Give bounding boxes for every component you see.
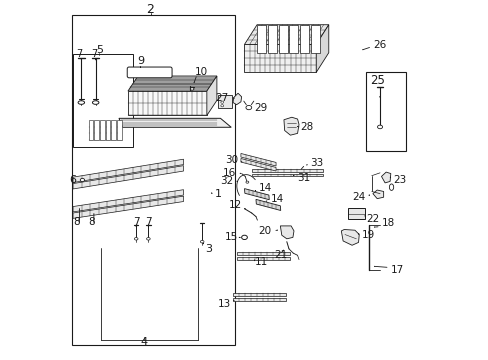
Polygon shape — [237, 257, 290, 260]
Bar — [111, 120, 116, 140]
Polygon shape — [316, 25, 328, 72]
Polygon shape — [300, 25, 308, 53]
Text: 7: 7 — [144, 217, 151, 227]
Polygon shape — [381, 172, 390, 183]
Text: 4: 4 — [140, 337, 147, 347]
Text: 19: 19 — [362, 230, 375, 239]
Polygon shape — [244, 189, 269, 200]
Text: 1: 1 — [215, 189, 222, 199]
Text: 20: 20 — [258, 226, 271, 236]
Polygon shape — [284, 117, 298, 135]
Text: 26: 26 — [373, 40, 386, 50]
Polygon shape — [289, 25, 298, 53]
Text: 33: 33 — [309, 158, 323, 168]
Ellipse shape — [377, 125, 382, 129]
Ellipse shape — [388, 184, 393, 190]
Text: 32: 32 — [219, 176, 233, 186]
Polygon shape — [73, 166, 183, 189]
Text: 18: 18 — [381, 218, 394, 228]
Bar — [347, 208, 364, 220]
Polygon shape — [241, 153, 276, 166]
Text: 5: 5 — [96, 45, 102, 55]
Ellipse shape — [80, 179, 84, 181]
Text: 7: 7 — [76, 49, 82, 59]
Ellipse shape — [245, 181, 248, 183]
Text: 9: 9 — [137, 56, 144, 66]
Text: 24: 24 — [352, 192, 365, 202]
Polygon shape — [255, 199, 280, 211]
Text: 30: 30 — [224, 155, 238, 165]
Text: 12: 12 — [228, 200, 241, 210]
Text: 14: 14 — [258, 183, 271, 193]
Ellipse shape — [200, 240, 203, 243]
Text: 15: 15 — [224, 232, 238, 242]
Text: 28: 28 — [300, 122, 313, 132]
Text: 27: 27 — [215, 93, 228, 103]
Text: 7: 7 — [91, 49, 97, 59]
Bar — [72, 15, 234, 345]
Text: 11: 11 — [255, 257, 268, 267]
Polygon shape — [73, 196, 183, 219]
Text: 29: 29 — [254, 103, 267, 113]
Polygon shape — [251, 174, 323, 176]
Polygon shape — [233, 293, 285, 296]
Ellipse shape — [190, 87, 194, 90]
FancyBboxPatch shape — [127, 67, 172, 78]
Bar — [117, 120, 122, 140]
Polygon shape — [73, 190, 183, 212]
Bar — [100, 120, 104, 140]
Bar — [129, 69, 170, 76]
Ellipse shape — [92, 101, 99, 104]
Text: 16: 16 — [222, 168, 235, 178]
Bar — [88, 120, 93, 140]
Polygon shape — [237, 252, 290, 255]
Text: 25: 25 — [370, 74, 385, 87]
Ellipse shape — [134, 238, 138, 240]
Polygon shape — [244, 44, 316, 72]
Text: 6: 6 — [69, 175, 76, 185]
Ellipse shape — [221, 101, 223, 103]
Ellipse shape — [78, 101, 84, 104]
Text: 8: 8 — [73, 217, 80, 227]
Text: 22: 22 — [366, 214, 379, 224]
Ellipse shape — [245, 105, 251, 110]
Text: 17: 17 — [390, 265, 403, 275]
Ellipse shape — [146, 238, 150, 240]
Text: 10: 10 — [195, 67, 208, 77]
Polygon shape — [233, 298, 285, 301]
Polygon shape — [372, 190, 383, 199]
Bar — [105, 120, 110, 140]
Text: 3: 3 — [204, 244, 212, 254]
Polygon shape — [128, 76, 217, 91]
Bar — [73, 54, 133, 147]
Polygon shape — [73, 159, 183, 183]
Polygon shape — [128, 91, 206, 116]
Text: 23: 23 — [392, 175, 406, 185]
Text: 31: 31 — [297, 173, 310, 183]
Polygon shape — [217, 95, 231, 108]
Polygon shape — [241, 158, 276, 171]
Polygon shape — [341, 229, 359, 245]
Polygon shape — [233, 93, 241, 105]
Polygon shape — [119, 118, 231, 127]
Polygon shape — [257, 25, 265, 53]
Text: 7: 7 — [132, 217, 139, 227]
Text: 14: 14 — [270, 194, 283, 204]
Polygon shape — [310, 25, 319, 53]
Polygon shape — [251, 169, 323, 172]
Ellipse shape — [241, 235, 247, 239]
Polygon shape — [267, 25, 276, 53]
Polygon shape — [280, 226, 293, 239]
Text: 2: 2 — [146, 3, 154, 16]
Ellipse shape — [221, 105, 223, 107]
Polygon shape — [278, 25, 287, 53]
Bar — [366, 72, 405, 151]
Text: 21: 21 — [273, 249, 286, 260]
Polygon shape — [244, 25, 328, 44]
Polygon shape — [206, 76, 217, 116]
Text: 13: 13 — [217, 299, 230, 309]
Text: 8: 8 — [88, 217, 95, 227]
Bar — [94, 120, 99, 140]
